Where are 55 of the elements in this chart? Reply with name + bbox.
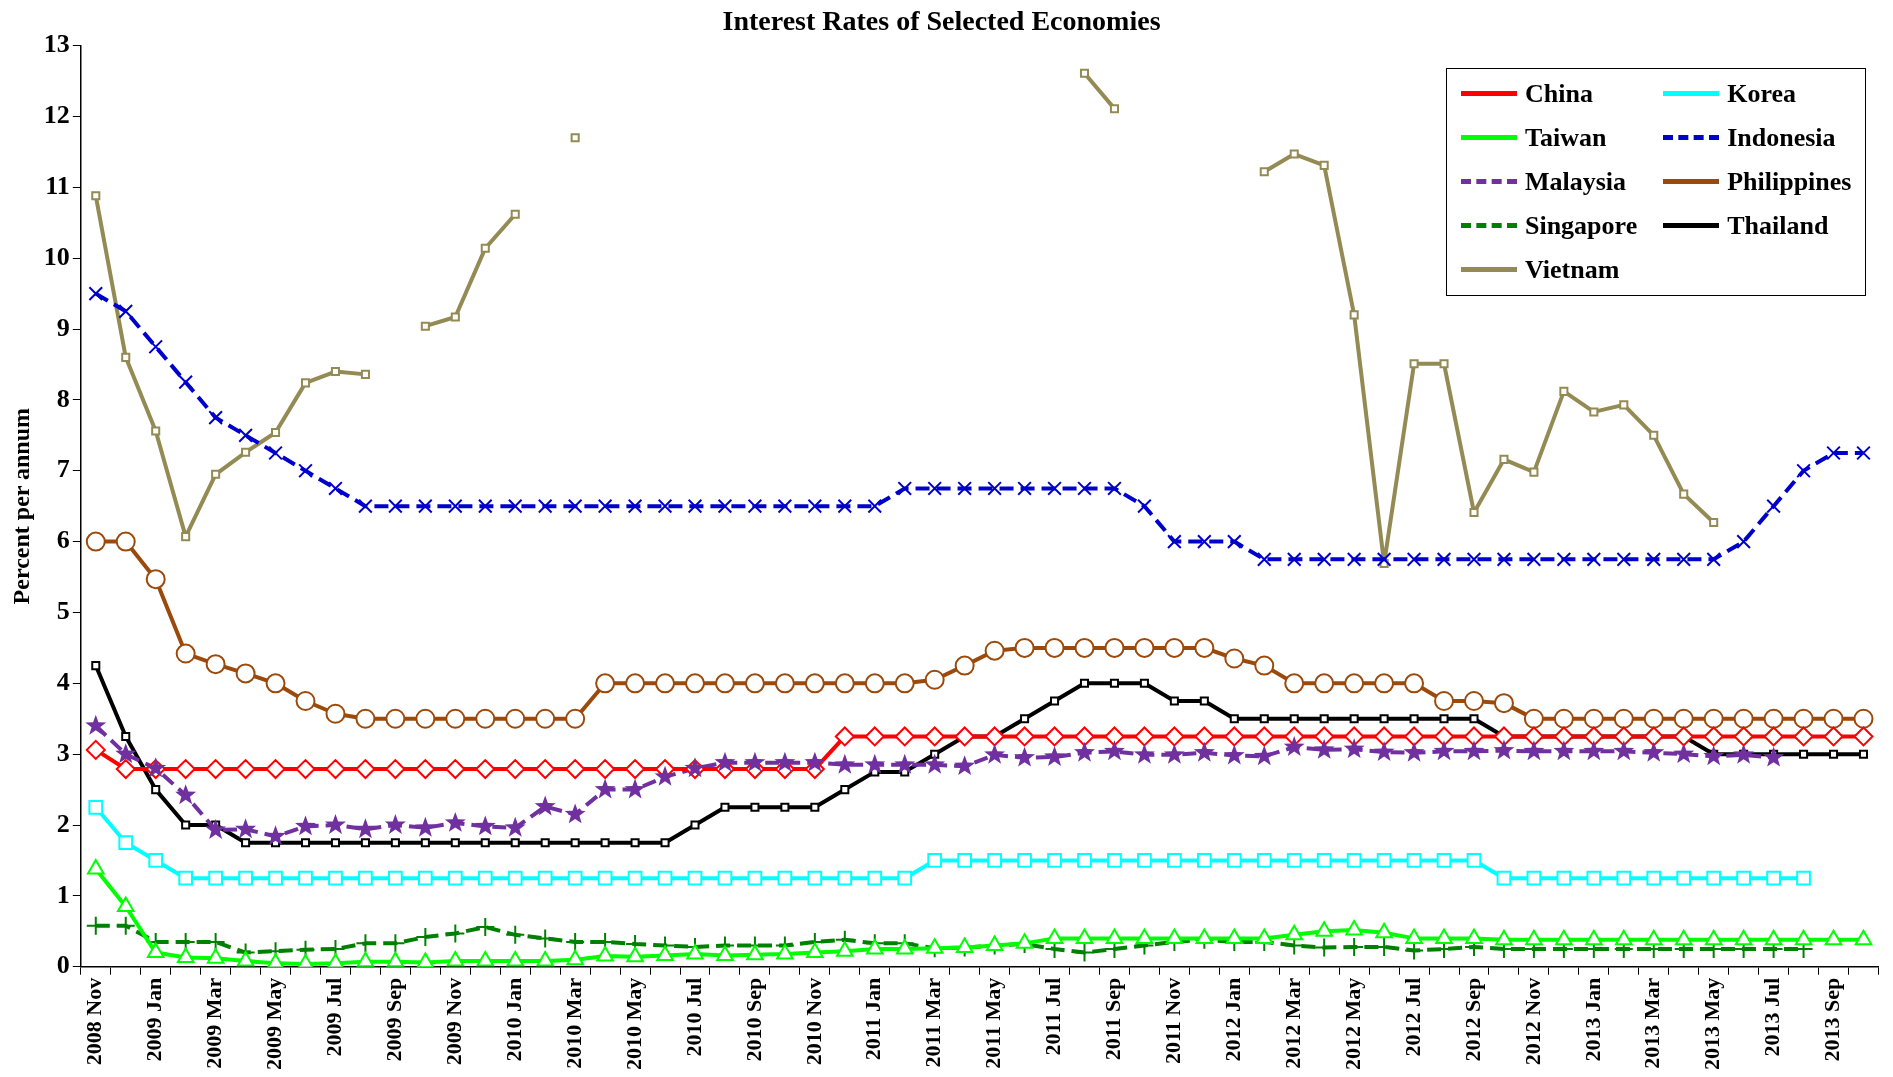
x-tick-label: 2011 Jul <box>1040 977 1066 1056</box>
x-tick-label: 2009 Jan <box>141 977 167 1062</box>
y-tick-label: 8 <box>56 383 70 413</box>
x-tick-label: 2013 Sep <box>1819 977 1845 1062</box>
x-tick-label: 2012 Mar <box>1279 977 1305 1069</box>
x-tick-label: 2009 Jul <box>321 977 347 1057</box>
x-tick-label: 2011 Jan <box>860 977 886 1061</box>
x-tick-label: 2012 Jul <box>1399 977 1425 1057</box>
x-tick-label: 2012 May <box>1339 977 1365 1070</box>
x-tick-label: 2010 Mar <box>560 977 586 1069</box>
legend-label: Vietnam <box>1524 254 1620 285</box>
x-tick-label: 2008 Nov <box>81 977 107 1066</box>
x-tick-label: 2012 Jan <box>1219 977 1245 1062</box>
y-tick-label: 2 <box>56 808 70 838</box>
x-tick-label: 2011 Nov <box>1160 977 1186 1064</box>
legend-label: Malaysia <box>1524 166 1627 197</box>
y-tick-label: 11 <box>45 171 70 201</box>
legend-label: Singapore <box>1524 210 1638 241</box>
x-tick-label: 2011 Sep <box>1100 977 1126 1061</box>
x-tick-label: 2013 Mar <box>1639 977 1665 1069</box>
y-tick-label: 10 <box>43 241 70 271</box>
x-tick-label: 2013 May <box>1699 977 1725 1070</box>
y-tick-label: 7 <box>56 454 70 484</box>
y-tick-label: 0 <box>56 950 70 980</box>
legend-label: Korea <box>1727 78 1797 109</box>
y-tick-label: 6 <box>56 525 70 555</box>
x-tick-label: 2009 Mar <box>201 977 227 1069</box>
legend-label: Taiwan <box>1524 122 1607 153</box>
chart-title: Interest Rates of Selected Economies <box>722 5 1161 37</box>
y-tick-label: 5 <box>56 596 70 626</box>
x-tick-label: 2010 May <box>620 977 646 1070</box>
x-tick-label: 2012 Nov <box>1519 977 1545 1066</box>
x-tick-label: 2012 Sep <box>1459 977 1485 1062</box>
x-tick-label: 2009 Nov <box>441 977 466 1066</box>
legend-label: Indonesia <box>1727 122 1836 153</box>
legend-label: China <box>1524 78 1593 109</box>
x-tick-label: 2010 Jul <box>680 977 706 1057</box>
x-tick-label: 2013 Jan <box>1579 977 1605 1062</box>
x-tick-label: 2013 Jul <box>1759 977 1785 1057</box>
x-tick-label: 2010 Jan <box>500 977 526 1062</box>
legend-label: Philippines <box>1727 166 1852 197</box>
y-axis-title: Percent per annum <box>7 407 34 605</box>
y-tick-label: 9 <box>56 312 70 342</box>
x-tick-label: 2010 Nov <box>800 977 826 1066</box>
x-tick-label: 2011 May <box>980 977 1006 1069</box>
x-tick-label: 2009 Sep <box>381 977 407 1062</box>
y-tick-label: 1 <box>56 879 70 909</box>
y-tick-label: 3 <box>56 737 70 767</box>
y-tick-label: 13 <box>43 29 70 59</box>
x-tick-label: 2009 May <box>261 977 287 1070</box>
x-tick-label: 2011 Mar <box>920 977 946 1068</box>
y-tick-label: 4 <box>56 667 70 697</box>
y-tick-label: 12 <box>43 100 70 130</box>
x-tick-label: 2010 Sep <box>740 977 766 1062</box>
legend-label: Thailand <box>1727 210 1829 241</box>
